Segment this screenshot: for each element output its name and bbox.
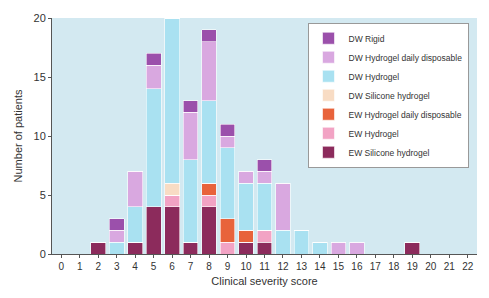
svg-text:9: 9	[225, 261, 231, 272]
svg-text:Number of patients: Number of patients	[12, 89, 24, 182]
svg-text:EW Hydrogel: EW Hydrogel	[349, 129, 399, 139]
svg-text:19: 19	[407, 261, 419, 272]
svg-text:EW Hydrogel daily disposable: EW Hydrogel daily disposable	[349, 110, 462, 120]
svg-text:10: 10	[240, 261, 252, 272]
svg-text:EW Silicone hydrogel: EW Silicone hydrogel	[349, 148, 430, 158]
svg-text:15: 15	[333, 261, 345, 272]
svg-text:DW Hydrogel daily disposable: DW Hydrogel daily disposable	[349, 53, 463, 63]
svg-text:17: 17	[370, 261, 382, 272]
svg-text:20: 20	[425, 261, 437, 272]
svg-text:Clinical severity score: Clinical severity score	[211, 275, 317, 287]
svg-text:15: 15	[34, 71, 46, 83]
svg-text:7: 7	[188, 261, 194, 272]
svg-text:DW Hydrogel: DW Hydrogel	[349, 72, 400, 82]
svg-text:0: 0	[58, 261, 64, 272]
svg-text:0: 0	[40, 248, 46, 260]
svg-text:DW Silicone hydrogel: DW Silicone hydrogel	[349, 91, 430, 101]
svg-text:DW Rigid: DW Rigid	[349, 34, 385, 44]
svg-text:5: 5	[40, 189, 46, 201]
svg-text:14: 14	[314, 261, 326, 272]
svg-text:3: 3	[114, 261, 120, 272]
svg-text:6: 6	[169, 261, 175, 272]
svg-text:11: 11	[259, 261, 270, 272]
svg-text:5: 5	[151, 261, 157, 272]
svg-text:13: 13	[296, 261, 308, 272]
svg-text:10: 10	[34, 130, 46, 142]
svg-text:2: 2	[95, 261, 101, 272]
svg-text:22: 22	[462, 261, 474, 272]
svg-text:8: 8	[206, 261, 212, 272]
svg-text:12: 12	[277, 261, 289, 272]
svg-text:1: 1	[77, 261, 83, 272]
svg-text:4: 4	[132, 261, 138, 272]
svg-text:21: 21	[444, 261, 456, 272]
svg-text:20: 20	[34, 12, 46, 24]
svg-text:16: 16	[351, 261, 363, 272]
svg-text:18: 18	[388, 261, 400, 272]
